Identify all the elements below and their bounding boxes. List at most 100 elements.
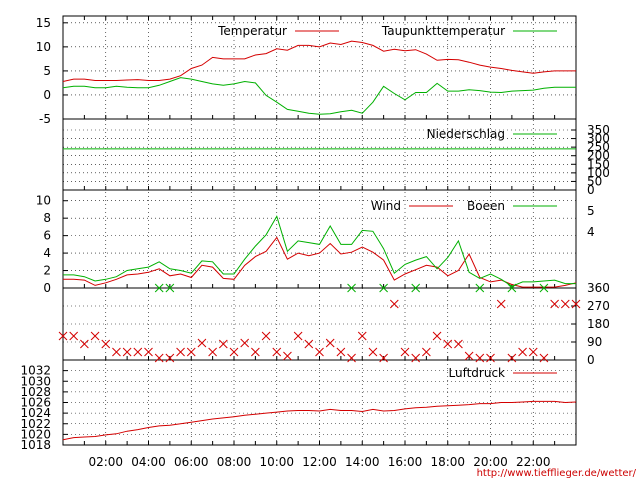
series-line [62, 40, 576, 82]
data-point [560, 299, 570, 309]
data-point [496, 299, 506, 309]
data-point [186, 347, 196, 357]
data-point [261, 331, 271, 341]
data-point [411, 353, 421, 363]
series-line [62, 400, 577, 441]
data-point [486, 353, 495, 363]
x-tick-label: 10:00 [259, 455, 294, 469]
data-point [550, 299, 559, 309]
y-tick-label: 1032 [20, 364, 51, 378]
data-point [368, 347, 378, 357]
data-point [251, 347, 260, 357]
data-point [411, 283, 421, 293]
y-tick-label: 100 [587, 166, 610, 180]
data-point [154, 353, 164, 363]
data-point [389, 299, 399, 309]
data-point [229, 347, 239, 357]
y2-tick-label: 5 [587, 204, 595, 218]
y-tick-label: 0 [43, 88, 51, 102]
x-tick-label: 04:00 [131, 455, 166, 469]
data-point [315, 347, 324, 357]
data-point [208, 347, 217, 357]
y-tick-label: 270 [587, 299, 610, 313]
y-tick-label: 8 [43, 211, 51, 225]
data-point [165, 353, 175, 363]
panel-wind-direction: 0 90 180 270 360 [58, 281, 610, 367]
data-point [539, 283, 549, 293]
data-point [283, 351, 292, 361]
y2-tick-label: 4 [587, 225, 595, 239]
y-tick-label: 350 [587, 123, 610, 137]
y-tick-label: 0 [587, 183, 595, 197]
data-point [443, 339, 453, 349]
data-point [133, 347, 143, 357]
data-point [357, 331, 367, 341]
y-tick-label: 0 [43, 281, 51, 295]
data-point [240, 338, 250, 348]
series-line [63, 215, 576, 287]
y-tick-label: 2 [43, 264, 51, 278]
data-point [475, 353, 485, 363]
legend-label: Boeen [467, 199, 505, 213]
data-point [218, 339, 228, 349]
y-tick-label: 1026 [20, 396, 51, 410]
y-tick-label: 1020 [20, 427, 51, 441]
data-point [347, 283, 356, 293]
x-tick-label: 06:00 [174, 455, 209, 469]
data-point [571, 299, 581, 309]
y-tick-label: 150 [587, 157, 610, 171]
y-tick-label: 1018 [20, 438, 51, 452]
x-tick-label: 08:00 [217, 455, 252, 469]
data-point [58, 331, 68, 341]
x-tick-label: 16:00 [388, 455, 423, 469]
legend-label: Temperatur [217, 24, 287, 38]
data-point [293, 331, 303, 341]
y-tick-label: 200 [587, 149, 610, 163]
legend-label: Taupunkttemperatur [381, 24, 505, 38]
series-line [63, 236, 577, 288]
legend-label: Wind [371, 199, 401, 213]
x-tick-label: 22:00 [516, 455, 551, 469]
y-tick-label: 0 [587, 353, 595, 367]
data-point [101, 339, 111, 349]
data-point [272, 347, 282, 357]
data-point [379, 353, 388, 363]
data-point [336, 347, 346, 357]
x-tick-label: 14:00 [345, 455, 380, 469]
y-tick-label: 1030 [20, 374, 51, 388]
y-tick-label: 250 [587, 140, 610, 154]
data-point [422, 347, 431, 357]
data-point [176, 347, 185, 357]
y-tick-label: 6 [43, 229, 51, 243]
data-point [69, 331, 79, 341]
data-point [144, 347, 153, 357]
data-point [518, 347, 527, 357]
data-point [539, 353, 549, 363]
y-tick-label: 1024 [20, 406, 51, 420]
y-tick-label: 1028 [20, 385, 51, 399]
data-point [165, 283, 175, 293]
data-point [122, 347, 132, 357]
data-point [475, 283, 485, 293]
panel-wind: 0 2 4 6 8 10 4 5 [36, 194, 595, 295]
y-tick-label: 4 [43, 246, 51, 260]
data-point [347, 353, 356, 363]
data-point [80, 339, 89, 349]
y-tick-label: 300 [587, 132, 610, 146]
y-tick-label: 15 [36, 16, 51, 30]
y-tick-label: 10 [36, 194, 51, 208]
data-point [154, 283, 164, 293]
x-tick-label: 18:00 [430, 455, 465, 469]
y-tick-label: 1022 [20, 417, 51, 431]
legend-label: Niederschlag [427, 127, 505, 141]
x-tick-label: 20:00 [473, 455, 508, 469]
y-tick-label: 360 [587, 281, 610, 295]
data-point [90, 331, 100, 341]
credit-link[interactable]: http://www.tiefflieger.de/wetter/ [477, 468, 637, 479]
x-tick-label: 12:00 [302, 455, 337, 469]
legend-label: Luftdruck [448, 366, 505, 380]
y-tick-label: 10 [36, 40, 51, 54]
